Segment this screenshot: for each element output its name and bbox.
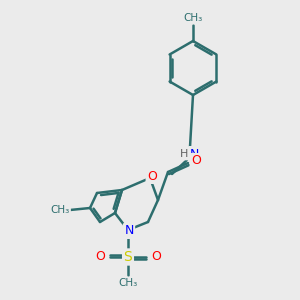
Text: CH₃: CH₃ xyxy=(183,13,202,23)
Text: N: N xyxy=(189,148,199,160)
Text: S: S xyxy=(124,250,132,264)
Text: CH₃: CH₃ xyxy=(50,205,70,215)
Text: H: H xyxy=(180,149,188,159)
Text: N: N xyxy=(124,224,134,238)
Text: O: O xyxy=(147,169,157,182)
Text: CH₃: CH₃ xyxy=(118,278,138,288)
Text: O: O xyxy=(95,250,105,263)
Text: O: O xyxy=(151,250,161,263)
Text: O: O xyxy=(191,154,201,167)
